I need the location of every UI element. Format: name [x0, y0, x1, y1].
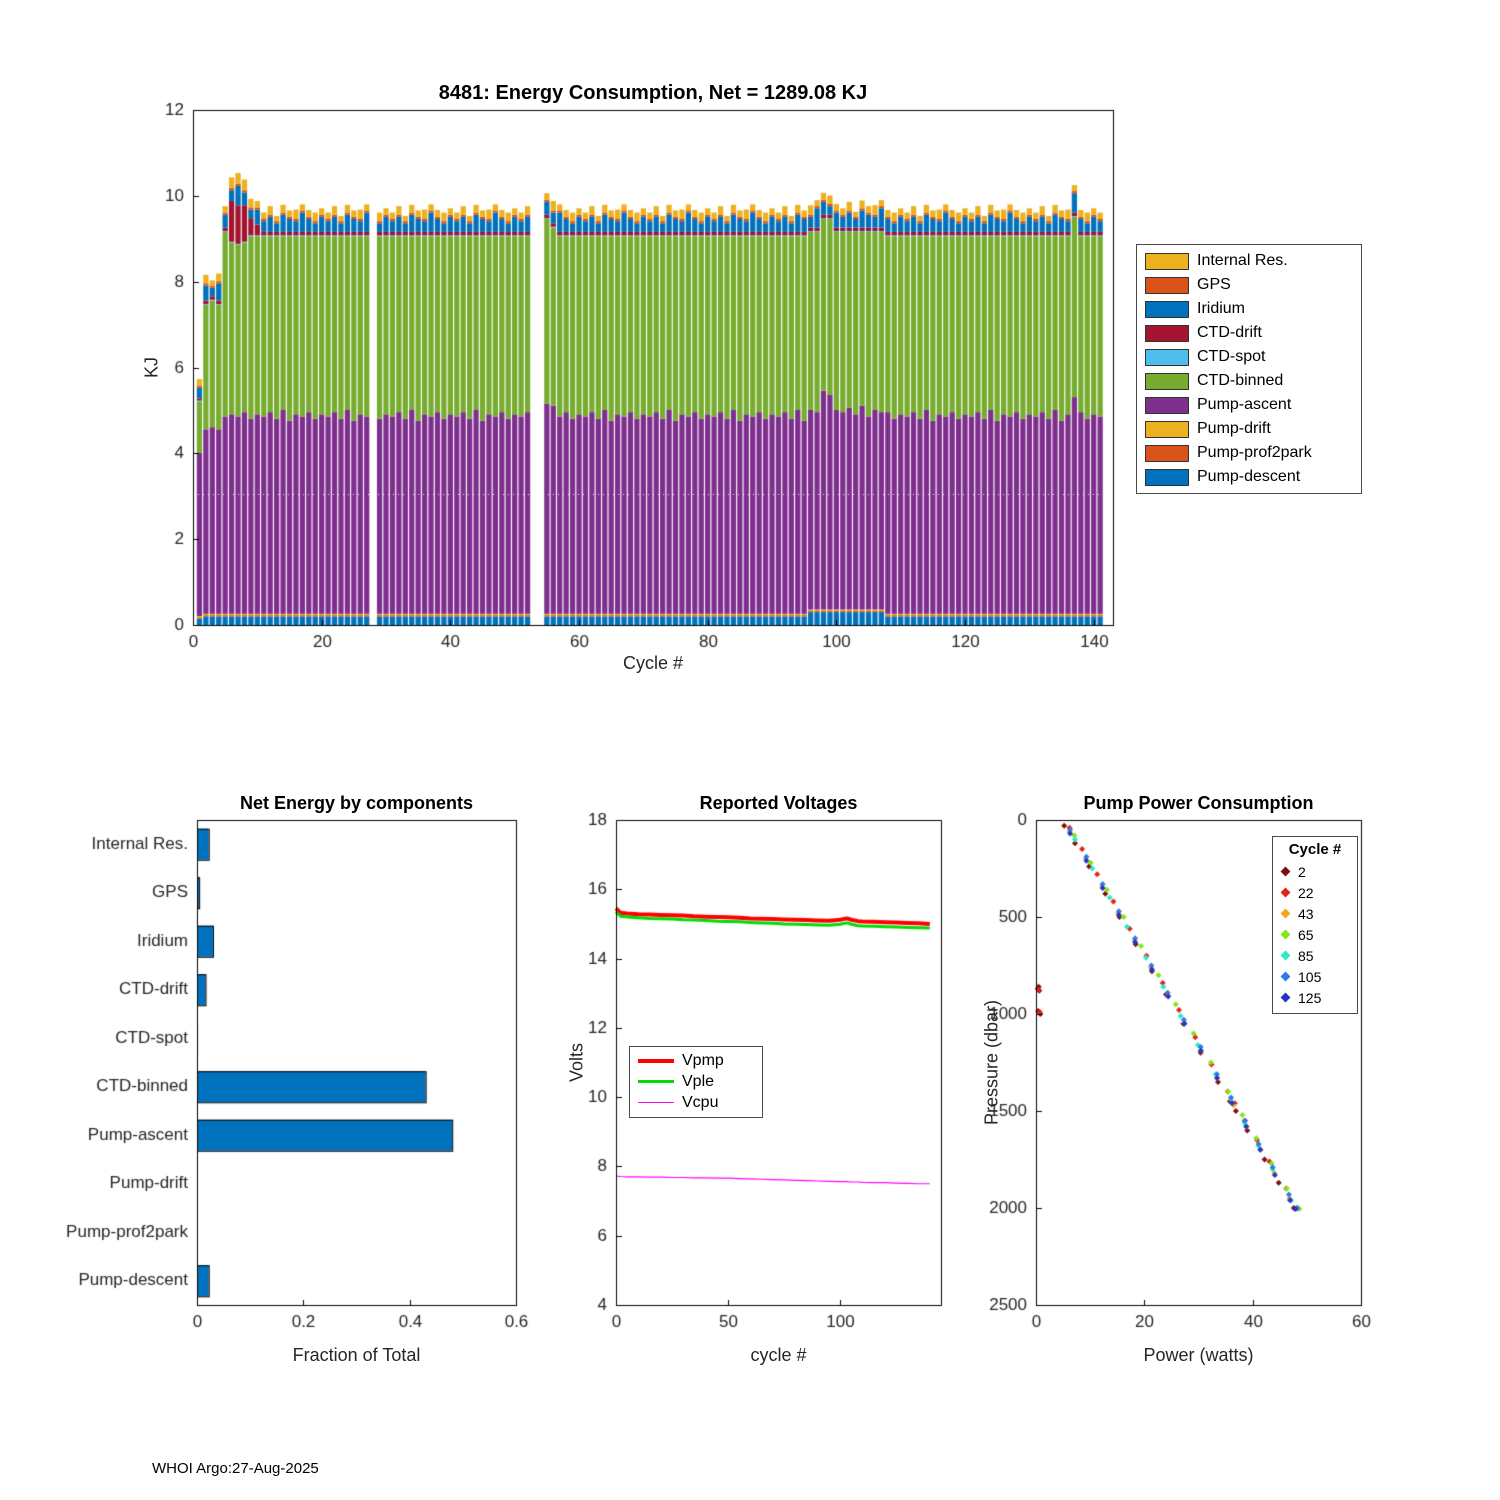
- legend-swatch: [1145, 300, 1189, 318]
- legend-item: 85: [1273, 945, 1357, 966]
- legend-label: 125: [1298, 989, 1322, 1006]
- legend-label: 105: [1298, 968, 1322, 985]
- legend-item: Pump-drift: [1137, 417, 1361, 441]
- legend-item: CTD-binned: [1137, 369, 1361, 393]
- legend-item: 2: [1273, 861, 1357, 882]
- legend-label: Pump-drift: [1197, 420, 1271, 437]
- legend-marker: [1280, 971, 1291, 982]
- legend-marker: [1280, 866, 1291, 877]
- legend-label: 22: [1298, 884, 1314, 901]
- energy-chart-ylabel: KJ: [141, 357, 162, 379]
- net-energy-chart-xlabel: Fraction of Total: [292, 1345, 421, 1365]
- voltages-chart-xlabel: cycle #: [750, 1345, 807, 1365]
- legend-item: Iridium: [1137, 297, 1361, 321]
- legend-label: Iridium: [1197, 300, 1246, 317]
- legend-swatch: [1145, 252, 1189, 270]
- legend-marker: [1280, 887, 1291, 898]
- legend-item: GPS: [1137, 273, 1361, 297]
- legend-marker: [1280, 950, 1291, 961]
- legend-item: Vple: [630, 1071, 762, 1092]
- legend-title: Cycle #: [1288, 841, 1342, 858]
- legend-item: Vpmp: [630, 1050, 762, 1071]
- legend-label: Pump-prof2park: [1197, 444, 1312, 461]
- footer-text: WHOI Argo:27-Aug-2025: [152, 1460, 319, 1477]
- legend-swatch: [1145, 396, 1189, 414]
- legend-marker: [1280, 992, 1291, 1003]
- legend-label: Vple: [682, 1072, 715, 1090]
- legend-swatch: [1145, 348, 1189, 366]
- legend-swatch: [1145, 324, 1189, 342]
- legend-item: Pump-descent: [1137, 465, 1361, 489]
- pump-power-chart-legend: Cycle #2 22 43 65 85 105 125: [1272, 836, 1358, 1014]
- legend-label: CTD-spot: [1197, 348, 1266, 365]
- legend-swatch: [1145, 444, 1189, 462]
- legend-item: Internal Res.: [1137, 249, 1361, 273]
- legend-line-sample: [638, 1058, 674, 1063]
- net-energy-chart: [30, 812, 540, 1367]
- energy-consumption-chart: [140, 100, 1145, 665]
- legend-item: 65: [1273, 924, 1357, 945]
- legend-label: Pump-descent: [1197, 468, 1301, 485]
- legend-label: 43: [1298, 905, 1314, 922]
- legend-line-sample: [638, 1080, 674, 1083]
- legend-item: Vcpu: [630, 1092, 762, 1113]
- energy-chart-title: 8481: Energy Consumption, Net = 1289.08 …: [438, 82, 868, 104]
- energy-chart-xlabel: Cycle #: [622, 653, 684, 673]
- pump-power-chart-title: Pump Power Consumption: [1083, 793, 1314, 813]
- legend-item: 125: [1273, 987, 1357, 1008]
- legend-label: CTD-binned: [1197, 372, 1284, 389]
- pump-power-chart-ylabel: Pressure (dbar): [981, 999, 1002, 1126]
- legend-swatch: [1145, 420, 1189, 438]
- legend-item: Pump-ascent: [1137, 393, 1361, 417]
- legend-item: 43: [1273, 903, 1357, 924]
- legend-item: CTD-drift: [1137, 321, 1361, 345]
- energy-chart-legend: Internal Res. GPS Iridium CTD-drift CTD-spot…: [1136, 244, 1362, 494]
- legend-label: Internal Res.: [1197, 252, 1288, 269]
- voltages-chart-ylabel: Volts: [566, 1042, 587, 1083]
- legend-label: 2: [1298, 863, 1306, 880]
- legend-swatch: [1145, 468, 1189, 486]
- voltages-chart-title: Reported Voltages: [699, 793, 858, 813]
- legend-label: CTD-drift: [1197, 324, 1262, 341]
- legend-item: 22: [1273, 882, 1357, 903]
- legend-swatch: [1145, 372, 1189, 390]
- legend-item: Pump-prof2park: [1137, 441, 1361, 465]
- legend-swatch: [1145, 276, 1189, 294]
- legend-label: 65: [1298, 926, 1314, 943]
- legend-item: 105: [1273, 966, 1357, 987]
- legend-marker: [1280, 929, 1291, 940]
- legend-label: Vpmp: [682, 1051, 724, 1069]
- legend-label: Vcpu: [682, 1093, 719, 1111]
- legend-label: 85: [1298, 947, 1314, 964]
- legend-line-sample: [638, 1101, 674, 1104]
- legend-item: CTD-spot: [1137, 345, 1361, 369]
- legend-label: Pump-ascent: [1197, 396, 1292, 413]
- net-energy-chart-title: Net Energy by components: [239, 793, 474, 813]
- legend-label: GPS: [1197, 276, 1231, 293]
- voltages-chart-legend: Vpmp Vple Vcpu: [629, 1046, 763, 1118]
- pump-power-chart-xlabel: Power (watts): [1143, 1345, 1254, 1365]
- legend-marker: [1280, 908, 1291, 919]
